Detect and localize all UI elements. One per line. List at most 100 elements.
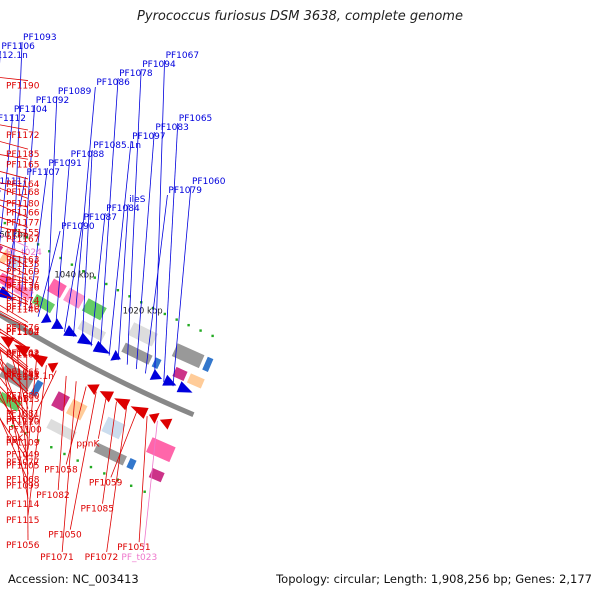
outer-feature-track-segment: [0, 249, 12, 265]
outer-feature-track-segment: [0, 244, 4, 253]
gene-label-PF1101: PF1101: [6, 349, 40, 359]
gene-leader-line: [27, 365, 47, 516]
gene-label-PF1056: PF1056: [6, 541, 40, 551]
gene-label-ppnK: ppnK: [76, 440, 100, 450]
reverse-gene-arrow: [14, 344, 31, 358]
gene-label-PF1110: PF1110: [6, 417, 40, 427]
outer-feature-track-segment: [172, 366, 188, 381]
forward-gene-arrow: [176, 381, 193, 393]
gene-label-PF1107: PF1107: [26, 168, 60, 178]
gene-label-PF1085.1n: PF1085.1n: [93, 141, 141, 151]
tick-dot: [175, 318, 178, 321]
gene-label-PF1079: PF1079: [168, 186, 202, 196]
forward-gene-arrow: [40, 312, 52, 323]
gene-label-PF1058: PF1058: [44, 465, 78, 475]
gene-label-PF1166: PF1166: [6, 208, 40, 218]
inner-feature-track-segment: [46, 418, 77, 442]
outer-feature-track-segment: [31, 293, 55, 314]
gene-leader-line: [106, 406, 128, 553]
gene-label-PF1065: PF1065: [179, 114, 213, 124]
gene-label-PF1174: PF1174: [6, 296, 40, 306]
tick-dot: [3, 221, 7, 225]
gene-leader-line: [172, 185, 192, 387]
gene-label-PF1111: PF1111: [0, 177, 22, 187]
outer-feature-track-segment: [63, 287, 86, 309]
gene-label-PF1135: PF1135: [6, 260, 40, 270]
inner-feature-track-segment: [101, 416, 126, 440]
inner-feature-track-segment: [0, 362, 35, 392]
gene-label-PF1172: PF1172: [6, 131, 40, 141]
gene-label-PF1091: PF1091: [48, 159, 82, 169]
gene-label-PF1108: PF1108: [6, 351, 40, 361]
outer-feature-track-segment: [81, 298, 107, 321]
tick-dot: [116, 288, 120, 292]
gene-leader-line: [0, 386, 29, 417]
tick-dot: [128, 295, 131, 298]
tick-dot: [63, 452, 66, 456]
gene-leader-line: [154, 59, 165, 378]
gene-leader-line: [27, 359, 37, 450]
outer-feature-track-segment: [46, 278, 67, 299]
gene-label-PF1102: PF1102: [6, 328, 40, 338]
tick-dot: [143, 490, 146, 493]
gene-label-PF1176: PF1176: [6, 323, 40, 333]
gene-leader-line: [0, 113, 14, 245]
outer-feature-track-segment: [13, 282, 34, 301]
tick-dot: [163, 312, 167, 316]
gene-label-PF1177: PF1177: [6, 219, 40, 229]
inner-feature-track-segment: [0, 391, 22, 412]
gene-label-PF1163: PF1163: [6, 256, 40, 266]
tick-dot: [151, 306, 155, 310]
gene-label-PF1077: PF1077: [6, 458, 40, 468]
gene-label-PF1105: PF1105: [6, 462, 40, 472]
outer-feature-track-segment: [121, 342, 153, 365]
gene-label-PF1097: PF1097: [132, 132, 166, 142]
gene-leader-line: [143, 420, 158, 553]
gene-leader-line: [108, 140, 132, 356]
gene-label-PF1164: PF1164: [6, 180, 40, 190]
gene-label-PF1071: PF1071: [40, 553, 74, 563]
gene-label-PF1090: PF1090: [61, 222, 95, 232]
tick-dot: [116, 478, 119, 481]
gene-leader-line: [97, 396, 107, 439]
gene-leader-line: [57, 375, 67, 490]
gene-label-PF1116: PF1116: [6, 284, 40, 294]
gene-label-PF1109: PF1109: [6, 439, 40, 449]
gene-leader-line: [0, 397, 29, 438]
forward-gene-arrow: [51, 318, 64, 329]
gene-label-PF1113: PF1113: [6, 395, 40, 405]
gene-label-PF1093: PF1093: [23, 33, 57, 43]
gene-leader-line: [0, 417, 29, 481]
forward-gene-arrow: [92, 340, 111, 354]
gene-label-PF1093.1n: PF1093.1n: [6, 372, 54, 382]
gene-label-PF1067: PF1067: [166, 51, 200, 61]
tick-dot: [82, 270, 85, 273]
gene-label-PF1099: PF1099: [6, 482, 40, 492]
tick-dot: [48, 250, 51, 253]
gene-label-PF1085: PF1085: [80, 505, 114, 515]
reverse-gene-arrow: [130, 406, 149, 419]
gene-label-PF1190: PF1190: [6, 82, 40, 92]
reverse-gene-arrow: [99, 391, 115, 403]
gene-label-PF1165: PF1165: [6, 160, 40, 170]
gene-label-PF1049: PF1049: [6, 451, 40, 461]
gene-label-PF1092: PF1092: [36, 96, 70, 106]
gene-leader-line: [99, 77, 119, 351]
reverse-gene-arrow: [148, 412, 160, 424]
scale-label-kbp: 1040 kbp: [54, 270, 94, 280]
forward-gene-arrow: [77, 332, 93, 345]
gene-label-PF1084: PF1084: [106, 204, 140, 214]
gene-label-PF1114: PF1114: [6, 500, 40, 510]
gene-leader-line: [138, 416, 148, 543]
gene-label-PF1100: PF1100: [8, 426, 42, 436]
forward-gene-arrow: [149, 369, 162, 380]
gene-label-PF1086: PF1086: [96, 78, 130, 88]
gene-label-PF1087: PF1087: [83, 213, 117, 223]
gene-leader-line: [126, 68, 142, 365]
tick-dot: [103, 472, 106, 475]
gene-label-PF1060: PF1060: [192, 177, 226, 187]
tick-dot: [37, 439, 40, 442]
gene-leader-line: [135, 131, 155, 370]
gene-leader-line: [0, 348, 29, 372]
